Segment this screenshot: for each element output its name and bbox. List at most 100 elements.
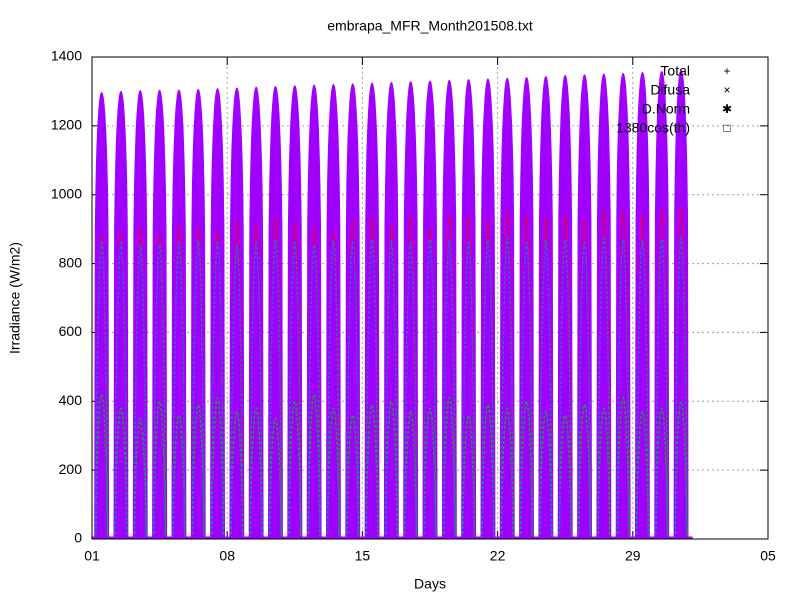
series-hump (307, 226, 321, 540)
series-hump (674, 235, 688, 540)
x-axis-label: Days (414, 576, 446, 592)
series-hump (404, 240, 418, 540)
series-hump (95, 393, 109, 540)
series-hump (248, 86, 264, 540)
series-hump (365, 403, 379, 540)
series-hump (520, 400, 534, 540)
series-hump (577, 74, 593, 540)
series-hump (520, 240, 534, 540)
series-hump (153, 400, 167, 540)
series-hump (500, 235, 514, 540)
series-hump (114, 240, 128, 540)
series-hump (616, 236, 630, 540)
series-hump (596, 73, 612, 540)
legend-symbol: × (723, 83, 730, 97)
series-hump (326, 238, 340, 540)
y-tick-label: 400 (59, 392, 83, 408)
x-tick-label: 01 (84, 548, 100, 564)
series-hump (210, 396, 225, 540)
series-hump (307, 393, 321, 540)
series-hump (133, 244, 147, 540)
series-hump (674, 205, 688, 540)
series-hump (288, 240, 302, 540)
legend-label: Difusa (650, 82, 690, 98)
series-hump (499, 77, 515, 540)
series-hump (404, 410, 418, 540)
series-hump (114, 407, 128, 540)
series-hump (133, 417, 147, 540)
series-hump (635, 238, 650, 540)
series-hump (616, 210, 630, 540)
y-tick-label: 800 (59, 254, 83, 270)
series-hump (249, 407, 263, 540)
legend-symbol: ✱ (722, 102, 732, 116)
series-hump (172, 413, 186, 540)
series-hump (345, 83, 361, 540)
series-hump (558, 237, 572, 540)
series-hump (384, 400, 398, 540)
series-hump (442, 238, 456, 540)
series-hump (230, 243, 244, 540)
series-hump (210, 240, 225, 540)
series-hump (346, 240, 360, 540)
series-hump (364, 82, 380, 540)
series-hump (481, 236, 495, 540)
series-hump (480, 78, 496, 540)
y-tick-label: 0 (74, 530, 82, 546)
series-hump (326, 407, 340, 540)
x-tick-label: 08 (219, 548, 235, 564)
series-hump (500, 210, 514, 540)
series-hump (577, 240, 592, 540)
chart-title: embrapa_MFR_Month201508.txt (327, 18, 533, 34)
series-hump (673, 69, 689, 540)
y-axis-label: Irradiance (W/m2) (7, 242, 23, 354)
y-tick-label: 200 (59, 461, 83, 477)
series-hump (229, 87, 245, 540)
series-hump (423, 407, 437, 540)
series-hump (442, 396, 456, 540)
series-hump (288, 400, 302, 540)
y-tick-label: 1400 (51, 48, 82, 64)
series-hump (268, 417, 283, 540)
series-hump (384, 238, 398, 540)
series-hump (422, 80, 438, 540)
series-hump (654, 70, 670, 540)
series-hump (557, 74, 573, 540)
series-hump (441, 79, 457, 540)
x-tick-label: 22 (490, 548, 506, 564)
legend-label: 1380cos(th) (616, 120, 690, 136)
series-hump (267, 85, 283, 540)
x-tick-label: 29 (625, 548, 641, 564)
series-hump (597, 407, 611, 540)
series-hump (558, 413, 572, 540)
series-hump (481, 403, 495, 540)
series-hump (365, 236, 379, 540)
x-tick-label: 05 (760, 548, 776, 564)
series-hump (113, 90, 129, 540)
legend-label: D.Norm (642, 101, 690, 117)
series-hump (346, 413, 360, 540)
legend-symbol: □ (723, 121, 730, 135)
x-tick-label: 15 (355, 548, 371, 564)
series-hump (635, 410, 650, 540)
legend-symbol: + (723, 64, 730, 78)
series-hump (171, 89, 187, 540)
series-hump (230, 219, 244, 540)
y-tick-label: 600 (59, 323, 83, 339)
series-hump (325, 83, 341, 540)
series-hump (616, 396, 630, 540)
series-hump (423, 226, 437, 540)
series-hump (674, 400, 688, 540)
plot-frame (91, 56, 769, 540)
series-hump (462, 240, 476, 540)
series-hump (191, 403, 205, 540)
series-hump (230, 410, 244, 540)
series-hump (539, 410, 553, 540)
series-hump (172, 240, 186, 540)
series-hump (500, 406, 514, 540)
series-hump (403, 81, 419, 540)
series-hump (462, 413, 476, 540)
series-hump (655, 237, 669, 540)
series-hump (577, 403, 592, 540)
